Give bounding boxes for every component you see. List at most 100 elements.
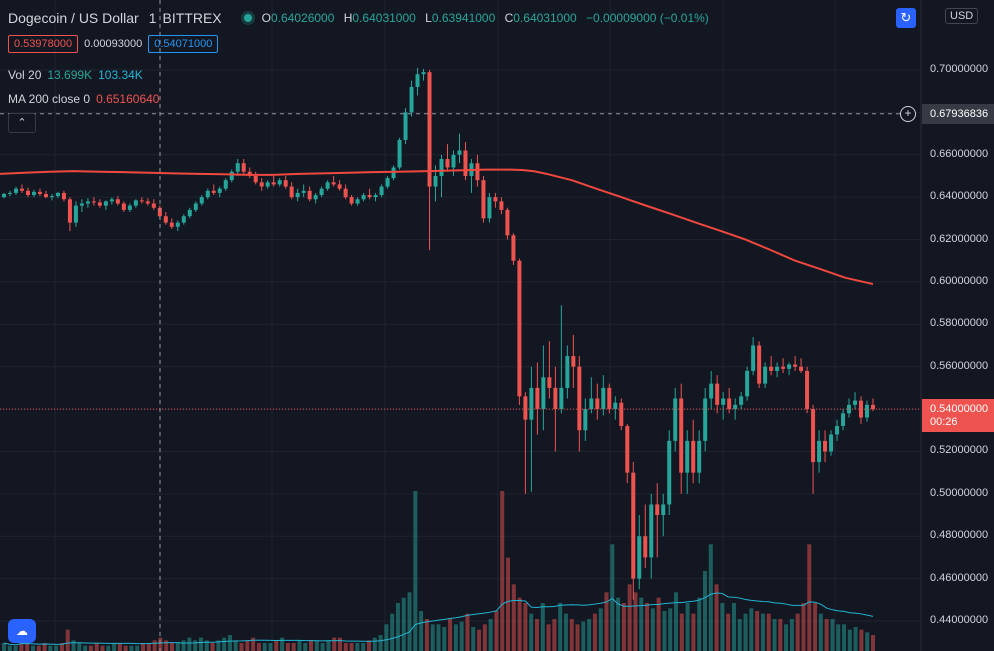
candle-body: [271, 182, 276, 185]
volume-bar: [459, 621, 464, 651]
candle-body: [241, 163, 246, 172]
volume-bar: [7, 645, 12, 651]
candle-body: [655, 504, 660, 516]
candle-body: [685, 440, 690, 473]
volume-bar: [731, 603, 736, 651]
volume-bar: [198, 637, 203, 651]
candle-body: [691, 440, 696, 473]
add-alert-icon[interactable]: +: [900, 106, 916, 122]
candle-body: [451, 154, 456, 168]
candle-body: [433, 175, 438, 187]
volume-bar: [662, 611, 667, 651]
volume-bar: [222, 637, 227, 651]
volume-ma-line: [3, 592, 874, 646]
candle-body: [403, 112, 408, 140]
volume-bar: [442, 627, 447, 651]
candle-body: [463, 150, 468, 176]
candle-body: [619, 402, 624, 427]
vol-label: Vol 20: [8, 68, 42, 82]
volume-bar: [181, 640, 186, 651]
volume-bar: [859, 629, 864, 651]
volume-bar: [529, 613, 534, 651]
candle-body: [625, 426, 630, 473]
candle-body: [439, 159, 444, 176]
volume-bar: [575, 624, 580, 651]
currency-button[interactable]: USD: [945, 8, 979, 24]
volume-bar: [656, 597, 661, 651]
candle-body: [79, 203, 84, 206]
candle-body: [223, 180, 228, 189]
volume-bar: [766, 613, 771, 651]
volume-bar: [309, 640, 314, 651]
high-value: 0.64031000: [352, 11, 416, 25]
candle-body: [763, 366, 768, 384]
volume-bar: [13, 645, 18, 651]
ohlc-values: O0.64026000 H0.64031000 L0.63941000 C0.6…: [262, 11, 709, 25]
auto-scale-button[interactable]: ↻: [896, 8, 916, 28]
volume-bar: [424, 619, 429, 651]
price-tick-label: 0.46000000: [930, 571, 989, 584]
candle-body: [505, 209, 510, 236]
candle-body: [109, 199, 114, 202]
volume-bar: [413, 491, 418, 651]
volume-bar: [83, 645, 88, 651]
candle-body: [475, 163, 480, 181]
candle-body: [457, 150, 462, 155]
candle-body: [511, 235, 516, 261]
volume-bar: [697, 597, 702, 651]
volume-bar: [59, 643, 64, 651]
candle-body: [343, 188, 348, 198]
volume-bar: [807, 544, 812, 651]
volume-indicator-legend[interactable]: Vol 20 13.699K 103.34K: [8, 68, 143, 82]
candle-body: [787, 364, 792, 369]
candle-body: [571, 356, 576, 367]
candle-body: [139, 200, 144, 202]
candle-body: [853, 400, 858, 405]
volume-bar: [494, 611, 499, 651]
open-value: 0.64026000: [271, 11, 335, 25]
volume-bar: [210, 643, 215, 651]
volume-bar: [755, 611, 760, 651]
ask-button[interactable]: 0.54071000: [148, 35, 219, 53]
collapse-legend-button[interactable]: ⌃: [8, 113, 36, 133]
candle-body: [373, 195, 378, 198]
candle-body: [265, 182, 270, 187]
volume-bar: [320, 643, 325, 651]
candle-body: [799, 366, 804, 371]
tradingview-logo[interactable]: ☁: [8, 619, 36, 643]
volume-bar: [36, 645, 41, 651]
volume-bar: [338, 637, 343, 651]
high-label: H: [343, 11, 353, 25]
chart-header: Dogecoin / US Dollar 1 BITTREX O0.640260…: [8, 10, 709, 26]
volume-bar: [129, 645, 134, 651]
candle-body: [487, 197, 492, 219]
interval[interactable]: 1: [148, 10, 157, 26]
volume-bar: [65, 629, 70, 651]
volume-bar: [378, 635, 383, 651]
volume-bar: [19, 640, 24, 651]
candle-body: [865, 404, 870, 418]
ma-indicator-legend[interactable]: MA 200 close 0 0.65160640: [8, 92, 159, 106]
candle-body: [301, 190, 306, 193]
candle-body: [667, 440, 672, 505]
volume-bar: [401, 597, 406, 651]
volume-bar: [801, 603, 806, 651]
candle-body: [559, 387, 564, 410]
volume-bar: [818, 613, 823, 651]
candle-body: [661, 504, 666, 516]
low-value: 0.63941000: [431, 11, 496, 25]
candle-body: [529, 387, 534, 420]
candle-body: [229, 171, 234, 181]
volume-bar: [245, 640, 250, 651]
volume-bar: [94, 643, 99, 651]
volume-bar: [48, 645, 53, 651]
symbol-name[interactable]: Dogecoin / US Dollar: [8, 10, 139, 26]
candle-body: [313, 195, 318, 200]
bid-button[interactable]: 0.53978000: [8, 35, 79, 53]
candle-body: [595, 398, 600, 410]
volume-bar: [326, 640, 331, 651]
ma-200-line: [0, 168, 874, 286]
volume-bar: [685, 603, 690, 651]
volume-bar: [30, 645, 35, 651]
